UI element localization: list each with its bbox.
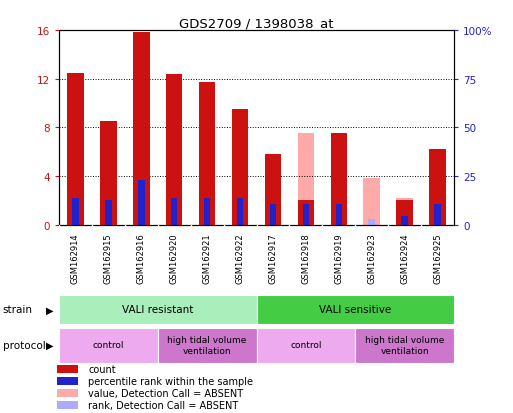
Bar bbox=[303, 204, 309, 225]
Bar bbox=[401, 219, 408, 225]
Text: GSM162921: GSM162921 bbox=[203, 233, 212, 283]
Bar bbox=[72, 198, 79, 225]
Text: GSM162916: GSM162916 bbox=[137, 233, 146, 283]
Bar bbox=[56, 365, 78, 374]
Text: GSM162917: GSM162917 bbox=[268, 233, 278, 283]
Bar bbox=[236, 198, 243, 225]
Text: ▶: ▶ bbox=[46, 304, 54, 315]
Bar bbox=[330, 134, 347, 225]
Bar bbox=[256, 296, 454, 325]
Bar bbox=[56, 377, 78, 385]
Bar bbox=[56, 401, 78, 409]
Text: control: control bbox=[290, 341, 322, 349]
Text: GSM162924: GSM162924 bbox=[400, 233, 409, 283]
Bar bbox=[429, 150, 446, 225]
Bar bbox=[199, 83, 215, 225]
Bar bbox=[303, 207, 309, 225]
Text: GSM162922: GSM162922 bbox=[235, 233, 245, 283]
Title: GDS2709 / 1398038_at: GDS2709 / 1398038_at bbox=[179, 17, 334, 30]
Bar bbox=[397, 198, 413, 225]
Text: GSM162915: GSM162915 bbox=[104, 233, 113, 283]
Text: count: count bbox=[88, 364, 116, 374]
Text: strain: strain bbox=[3, 304, 32, 315]
Bar bbox=[138, 180, 145, 225]
Bar bbox=[133, 33, 149, 225]
Text: GSM162925: GSM162925 bbox=[433, 233, 442, 283]
Bar bbox=[368, 219, 375, 225]
Bar bbox=[336, 204, 342, 225]
Bar bbox=[397, 201, 413, 225]
Text: GSM162919: GSM162919 bbox=[334, 233, 343, 283]
Text: percentile rank within the sample: percentile rank within the sample bbox=[88, 376, 253, 386]
Bar bbox=[232, 110, 248, 225]
Text: VALI sensitive: VALI sensitive bbox=[319, 304, 391, 315]
Bar bbox=[401, 216, 408, 225]
Bar bbox=[59, 296, 256, 325]
Bar bbox=[298, 201, 314, 225]
Text: GSM162920: GSM162920 bbox=[170, 233, 179, 283]
Text: control: control bbox=[93, 341, 124, 349]
Text: GSM162918: GSM162918 bbox=[301, 233, 310, 283]
Bar bbox=[59, 328, 158, 363]
Bar bbox=[355, 328, 454, 363]
Bar bbox=[434, 204, 441, 225]
Bar bbox=[364, 179, 380, 225]
Bar bbox=[67, 74, 84, 225]
Text: high tidal volume
ventilation: high tidal volume ventilation bbox=[167, 335, 247, 355]
Bar bbox=[100, 122, 116, 225]
Bar bbox=[56, 389, 78, 397]
Text: GSM162914: GSM162914 bbox=[71, 233, 80, 283]
Bar bbox=[270, 204, 276, 225]
Bar bbox=[256, 328, 355, 363]
Text: GSM162923: GSM162923 bbox=[367, 233, 376, 283]
Text: ▶: ▶ bbox=[46, 340, 54, 350]
Bar bbox=[166, 75, 183, 225]
Bar bbox=[204, 198, 210, 225]
Bar bbox=[171, 198, 177, 225]
Text: protocol: protocol bbox=[3, 340, 45, 350]
Text: high tidal volume
ventilation: high tidal volume ventilation bbox=[365, 335, 444, 355]
Bar bbox=[298, 134, 314, 225]
Bar bbox=[158, 328, 256, 363]
Text: rank, Detection Call = ABSENT: rank, Detection Call = ABSENT bbox=[88, 400, 239, 410]
Text: value, Detection Call = ABSENT: value, Detection Call = ABSENT bbox=[88, 388, 243, 398]
Bar bbox=[105, 201, 112, 225]
Bar bbox=[265, 155, 281, 225]
Text: VALI resistant: VALI resistant bbox=[122, 304, 193, 315]
